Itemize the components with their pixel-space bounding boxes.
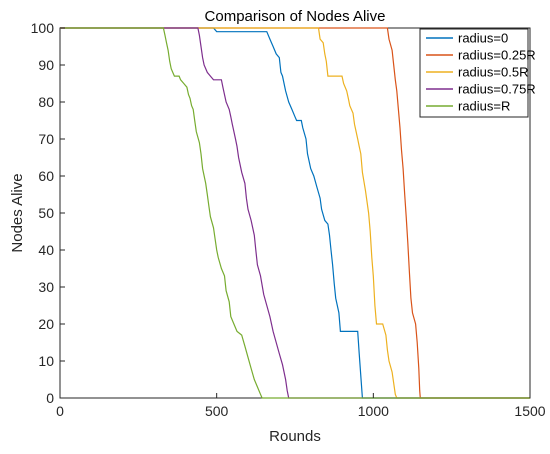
- y-tick-label: 40: [38, 242, 54, 258]
- y-tick-label: 90: [38, 57, 54, 73]
- legend: radius=0 radius=0.25R radius=0.5R radius=0.…: [419, 28, 536, 118]
- series-line-4: [60, 27, 530, 399]
- y-tick-label: 60: [38, 168, 54, 184]
- series-line-2: [60, 27, 530, 399]
- x-tick-label: 1000: [358, 403, 389, 419]
- legend-label: radius=0.25R: [458, 48, 536, 63]
- series-layer: [60, 27, 530, 399]
- tick-layer: 0 500 1000 1500 0 10 20 30 40 50 60 70 80 90 100: [31, 20, 546, 419]
- series-line-3: [60, 27, 530, 399]
- series-line-0: [60, 27, 530, 399]
- series-line-1: [60, 27, 530, 399]
- x-axis-label: Rounds: [269, 428, 321, 445]
- chart-title: Comparison of Nodes Alive: [205, 8, 386, 25]
- x-tick-label: 0: [56, 403, 64, 419]
- legend-label: radius=R: [458, 99, 510, 114]
- y-tick-label: 80: [38, 94, 54, 110]
- y-tick-label: 100: [31, 20, 55, 36]
- y-tick-label: 50: [38, 205, 54, 221]
- legend-label: radius=0.5R: [458, 65, 528, 80]
- legend-label: radius=0.75R: [458, 82, 536, 97]
- y-axis-label: Nodes Alive: [9, 173, 26, 252]
- y-tick-label: 0: [46, 390, 54, 406]
- legend-box: [419, 28, 529, 118]
- y-tick-label: 30: [38, 279, 54, 295]
- y-tick-label: 10: [38, 353, 54, 369]
- x-tick-label: 1500: [514, 403, 545, 419]
- x-tick-label: 500: [205, 403, 229, 419]
- y-tick-label: 20: [38, 316, 54, 332]
- legend-label: radius=0: [458, 31, 508, 46]
- y-tick-label: 70: [38, 131, 54, 147]
